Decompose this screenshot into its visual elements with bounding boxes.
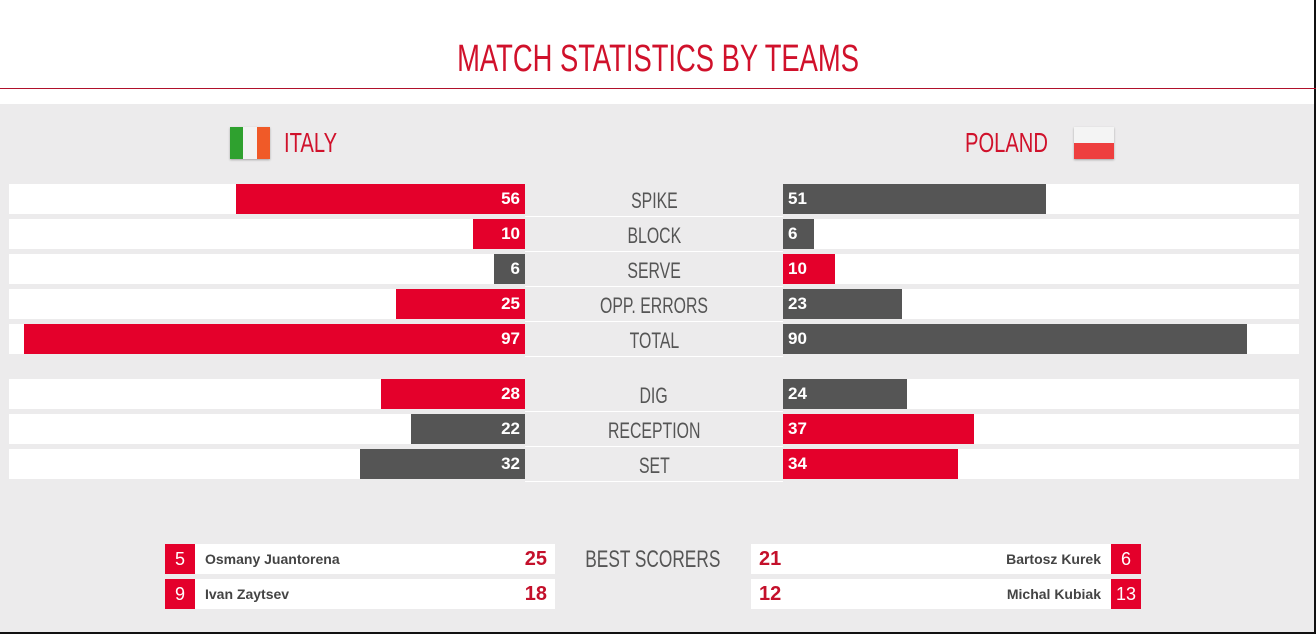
stat-label: TOTAL [629, 328, 679, 353]
away-value: 24 [788, 384, 807, 403]
jersey-number: 5 [165, 544, 195, 574]
away-bar: 34 [783, 449, 959, 479]
team-away: POLAND [965, 126, 1115, 160]
away-value: 10 [788, 259, 807, 278]
stat-row-reception: 22 37 RECEPTION [0, 414, 1316, 447]
player-points: 21 [759, 548, 782, 570]
stat-row-opp-errors: 25 23 OPP. ERRORS [0, 289, 1316, 322]
away-value: 90 [788, 329, 807, 348]
page-title: MATCH STATISTICS BY TEAMS [457, 38, 859, 80]
home-value: 6 [510, 259, 520, 278]
stat-label: RECEPTION [607, 418, 701, 443]
row-divider [525, 481, 783, 482]
stat-label: SET [638, 453, 670, 478]
row-divider [525, 216, 783, 217]
jersey-number: 6 [1111, 544, 1141, 574]
player-name: Ivan Zaytsev [205, 586, 290, 602]
away-bar: 90 [783, 324, 1248, 354]
away-bar: 23 [783, 289, 902, 319]
home-value: 25 [501, 294, 520, 313]
jersey-number: 13 [1111, 579, 1141, 609]
scorer-away-2: 12 Michal Kubiak 13 [751, 579, 1141, 609]
home-track [9, 254, 525, 284]
stat-label: SERVE [627, 258, 681, 283]
home-bar: 32 [359, 449, 525, 479]
away-value: 6 [788, 224, 798, 243]
best-scorers-label: BEST SCORERS [585, 546, 721, 573]
home-bar: 56 [236, 184, 525, 214]
player-name: Michal Kubiak [1006, 586, 1101, 602]
row-divider [525, 321, 783, 322]
stat-row-spike: 56 51 SPIKE [0, 184, 1316, 217]
stat-row-set: 32 34 SET [0, 449, 1316, 482]
jersey-number: 9 [165, 579, 195, 609]
home-value: 32 [501, 454, 520, 473]
away-value: 37 [788, 419, 807, 438]
home-bar: 10 [473, 219, 525, 249]
row-divider [525, 411, 783, 412]
home-value: 97 [501, 329, 520, 348]
away-bar: 10 [783, 254, 835, 284]
home-value: 28 [501, 384, 520, 403]
away-track [783, 254, 1299, 284]
row-divider [525, 286, 783, 287]
away-value: 34 [788, 454, 807, 473]
player-points: 25 [524, 548, 547, 570]
player-name: Bartosz Kurek [1006, 551, 1101, 567]
home-bar: 25 [396, 289, 525, 319]
home-track [9, 219, 525, 249]
home-value: 10 [501, 224, 520, 243]
italy-flag-icon [230, 127, 270, 159]
row-divider [525, 446, 783, 447]
stat-row-block: 10 6 BLOCK [0, 219, 1316, 252]
home-value: 56 [501, 189, 520, 208]
home-bar: 97 [24, 324, 525, 354]
poland-flag-icon [1074, 127, 1115, 159]
stat-label: OPP. ERRORS [599, 293, 708, 318]
away-bar: 6 [783, 219, 814, 249]
stat-row-serve: 6 10 SERVE [0, 254, 1316, 287]
away-value: 51 [788, 189, 807, 208]
away-bar: 51 [783, 184, 1047, 214]
row-divider [525, 356, 783, 357]
stat-row-dig: 28 24 DIG [0, 379, 1316, 412]
row-divider [525, 251, 783, 252]
home-bar: 22 [411, 414, 525, 444]
stat-row-total: 97 90 TOTAL [0, 324, 1316, 357]
stat-label: BLOCK [627, 223, 681, 248]
home-bar: 28 [380, 379, 525, 409]
away-bar: 37 [783, 414, 974, 444]
scorer-home-1: 5 Osmany Juantorena 25 [165, 544, 555, 574]
away-value: 23 [788, 294, 807, 313]
away-track [783, 219, 1299, 249]
title-divider [0, 88, 1316, 89]
scorer-home-2: 9 Ivan Zaytsev 18 [165, 579, 555, 609]
home-bar: 6 [494, 254, 525, 284]
scorer-away-1: 21 Bartosz Kurek 6 [751, 544, 1141, 574]
home-value: 22 [501, 419, 520, 438]
player-points: 12 [759, 583, 782, 605]
player-points: 18 [524, 583, 547, 605]
team-home: ITALY [230, 126, 358, 160]
stat-label: DIG [639, 383, 669, 408]
stat-label: SPIKE [630, 188, 678, 213]
player-name: Osmany Juantorena [205, 551, 340, 567]
away-bar: 24 [783, 379, 907, 409]
